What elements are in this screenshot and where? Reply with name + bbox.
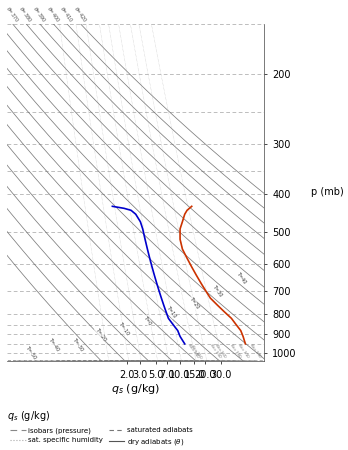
Text: $\theta_w$=370: $\theta_w$=370 [247,342,263,361]
Text: $\theta$=400: $\theta$=400 [45,4,62,23]
Text: T=20: T=20 [188,296,200,310]
Text: T=-40: T=-40 [48,336,61,351]
Text: $\theta$=410: $\theta$=410 [58,4,75,23]
Text: $\theta_w$=300: $\theta_w$=300 [212,342,228,361]
Text: T=10: T=10 [165,305,176,319]
Text: $\theta_w$=360: $\theta_w$=360 [227,342,244,361]
Text: T=-10: T=-10 [118,321,130,336]
Text: T=30: T=30 [212,284,223,298]
Text: T=-20: T=-20 [94,327,107,342]
Text: $q_s$ (g/kg): $q_s$ (g/kg) [7,409,50,423]
Y-axis label: p (mb): p (mb) [311,187,344,198]
Text: T=-30: T=-30 [71,336,84,351]
Text: T=40: T=40 [235,271,247,285]
Text: $\theta_w$=340: $\theta_w$=340 [184,342,201,361]
Text: $\theta_w$=290: $\theta_w$=290 [188,342,205,361]
Text: T=0: T=0 [142,315,152,326]
Text: $\theta$=380: $\theta$=380 [17,4,34,23]
Text: T=-50: T=-50 [24,345,37,360]
Text: $\theta$=370: $\theta$=370 [4,4,21,23]
Text: $\theta$=420: $\theta$=420 [72,4,89,23]
Text: $\theta_w$=310: $\theta_w$=310 [235,342,252,361]
Text: $\theta_w$=350: $\theta_w$=350 [207,342,223,361]
Text: $\theta$=390: $\theta$=390 [31,4,48,23]
X-axis label: $q_s$ (g/kg): $q_s$ (g/kg) [111,382,160,396]
Legend: isobars (pressure), sat. specific humidity, saturated adiabats, dry adiabats ($\: isobars (pressure), sat. specific humidi… [10,427,193,446]
